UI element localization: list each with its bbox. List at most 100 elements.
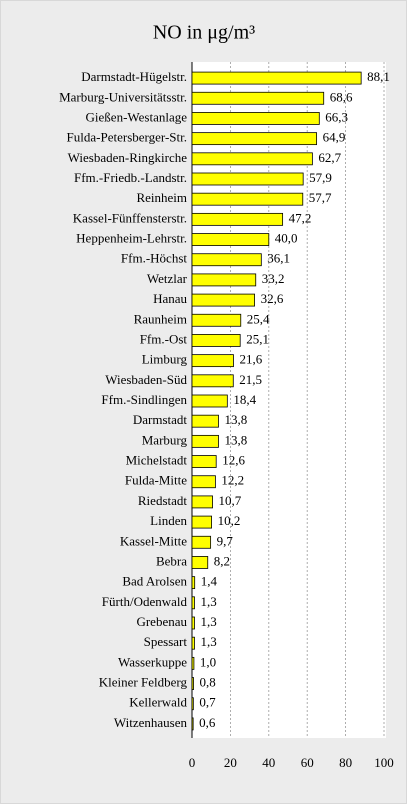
y-tick-label: Grebenau [136,614,187,629]
value-label: 57,7 [309,190,332,205]
y-tick-label: Darmstadt [133,412,188,427]
bar [191,91,325,105]
y-tick-label: Ffm.-Sindlingen [101,392,187,407]
value-label: 8,2 [214,553,230,568]
value-label: 1,0 [200,654,216,669]
bar [191,495,213,509]
y-tick-label: Fürth/Odenwald [102,594,188,609]
bar [191,334,241,347]
y-tick-label: Darmstadt-Hügelstr. [81,69,187,84]
bar [191,293,255,307]
value-label: 88,1 [367,69,390,84]
y-tick-label: Marburg-Universitätsstr. [59,89,187,104]
bar [191,636,195,650]
bar [191,656,195,670]
bar [191,434,219,448]
y-tick-label: Witzenhausen [114,715,188,730]
bar [191,273,257,287]
bar [191,112,320,125]
value-label: 47,2 [289,210,312,225]
y-tick-label: Wetzlar [147,271,188,286]
bar [191,212,284,226]
value-label: 10,7 [219,493,242,508]
bar [191,455,217,468]
y-tick-label: Marburg [142,432,188,447]
value-label: 57,9 [309,170,332,185]
value-label: 0,6 [199,715,216,730]
y-tick-label: Ffm.-Friedb.-Landstr. [74,170,187,185]
bar [191,192,304,206]
x-tick-label: 0 [189,755,196,770]
value-label: 0,8 [200,675,216,690]
value-label: 33,2 [262,271,285,286]
bar [191,172,304,186]
value-label: 32,6 [261,291,284,306]
value-label: 25,4 [247,311,270,326]
y-tick-label: Kassel-Fünffensterstr. [73,210,187,225]
value-label: 36,1 [267,251,290,266]
y-tick-label: Ffm.-Ost [140,331,188,346]
bar [191,677,194,690]
value-label: 1,3 [200,594,216,609]
value-label: 13,8 [224,432,247,447]
bar [191,354,234,368]
x-tick-label: 40 [262,755,275,770]
x-tick-label: 60 [301,755,314,770]
y-tick-label: Gießen-Westanlage [86,109,188,124]
y-tick-label: Kassel-Mitte [120,533,187,548]
y-tick-label: Kellerwald [129,695,187,710]
value-label: 21,6 [239,352,262,367]
bar [191,717,194,731]
y-tick-label: Wiesbaden-Süd [105,372,187,387]
bar [191,394,228,408]
bar [191,132,318,146]
y-tick-label: Wiesbaden-Ringkirche [68,150,188,165]
value-label: 40,0 [275,231,298,246]
chart-title: NO in μg/m³ [153,22,255,44]
bar [191,616,195,630]
y-tick-label: Linden [150,513,187,528]
bar [191,374,234,388]
value-label: 9,7 [217,533,234,548]
value-label: 62,7 [318,150,341,165]
value-label: 1,3 [200,634,216,649]
x-tick-label: 100 [374,755,394,770]
bar [191,515,212,529]
bar [191,576,196,590]
y-tick-label: Heppenheim-Lehrstr. [76,231,187,246]
y-tick-label: Ffm.-Höchst [121,251,187,266]
value-label: 18,4 [233,392,256,407]
x-tick-label: 20 [224,755,237,770]
y-tick-label: Bad Arolsen [122,574,187,589]
bar [191,233,270,246]
y-tick-label: Fulda-Petersberger-Str. [67,130,187,145]
value-label: 12,2 [221,473,244,488]
value-label: 10,2 [218,513,241,528]
bar [191,152,313,166]
y-tick-label: Reinheim [136,190,187,205]
value-label: 21,5 [239,372,262,387]
value-label: 0,7 [199,695,216,710]
y-tick-label: Fulda-Mitte [125,473,187,488]
y-tick-label: Raunheim [134,311,187,326]
y-tick-label: Riedstadt [138,493,187,508]
bar [191,475,216,489]
bar [191,414,219,428]
bar [191,71,362,85]
value-label: 12,6 [222,453,245,468]
value-label: 25,1 [246,331,269,346]
value-label: 1,4 [201,574,218,589]
value-label: 68,6 [330,89,353,104]
bar [191,556,209,569]
bar [191,313,242,327]
value-label: 1,3 [200,614,216,629]
y-tick-label: Spessart [144,634,188,649]
y-tick-label: Bebra [156,553,187,568]
value-label: 64,9 [323,130,346,145]
y-tick-label: Michelstadt [126,453,188,468]
value-label: 66,3 [325,109,348,124]
y-tick-label: Wasserkuppe [118,654,187,669]
bar [191,535,212,549]
